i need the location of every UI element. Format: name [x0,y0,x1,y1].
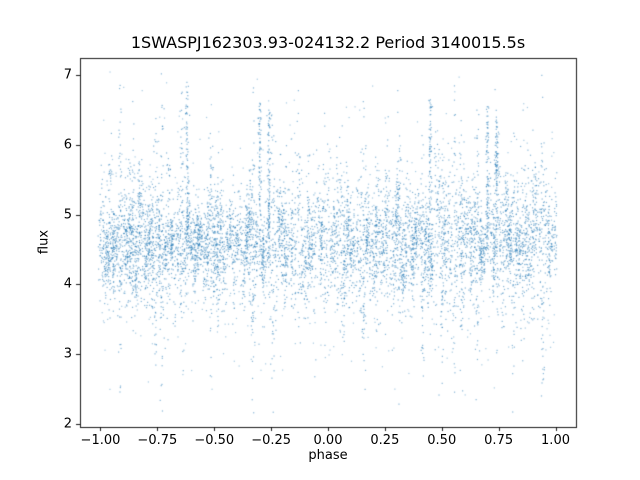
y-tick-label: 4 [63,276,72,292]
y-tick-label: 7 [63,67,72,83]
x-tick-label: 1.00 [541,433,570,448]
x-tick-label: −1.00 [80,433,121,448]
y-axis-label: flux [36,229,52,255]
y-tick-label: 5 [63,207,72,223]
x-tick-label: −0.25 [251,433,292,448]
y-tick-label: 2 [63,416,72,432]
x-tick-label: 0.75 [484,433,514,448]
y-tick-label: 6 [63,137,72,153]
x-tick-label: −0.50 [194,433,235,448]
x-tick-label: 0.00 [313,433,343,448]
x-tick-label: 0.25 [370,433,400,448]
x-tick-label: 0.50 [427,433,457,448]
x-tick-label: −0.75 [137,433,178,448]
x-axis-label: phase [308,448,348,463]
y-tick-label: 3 [63,346,72,362]
chart-title: 1SWASPJ162303.93-024132.2 Period 3140015… [130,33,526,52]
